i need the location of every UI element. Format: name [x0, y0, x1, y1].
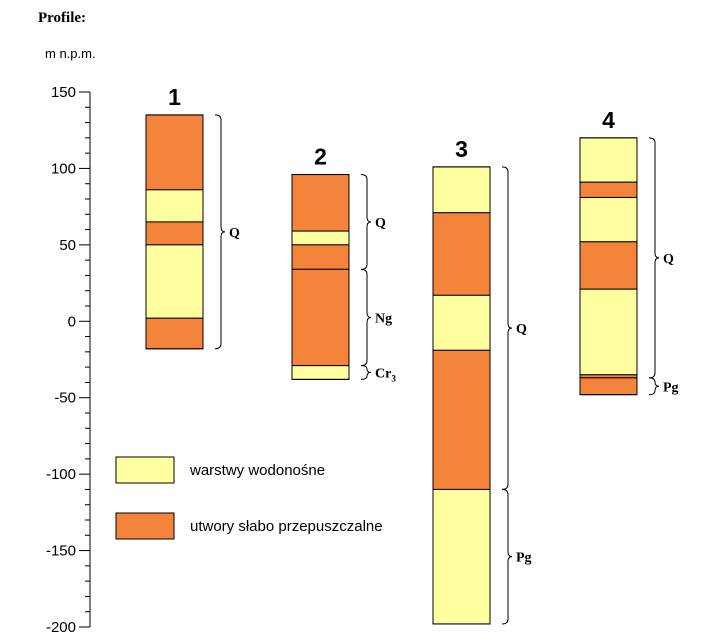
aquifer-layer — [579, 288, 638, 376]
aquitard-layer — [432, 349, 491, 490]
diagram-title: Profile: — [38, 10, 86, 26]
stratum-label: Q — [516, 322, 527, 337]
aquitard-layer — [579, 181, 638, 198]
legend: warstwy wodonośne utwory słabo przepuszcz… — [115, 456, 383, 540]
aquifer-layer — [432, 294, 491, 351]
profile-outline — [579, 137, 638, 396]
aquitard-layer — [291, 268, 350, 367]
aquitard-layer — [432, 212, 491, 296]
aquifer-layer — [291, 230, 350, 246]
legend-item-aquitard: utwory słabo przepuszczalne — [115, 512, 383, 540]
stratum-brace — [360, 174, 372, 270]
profile-1: 1Q — [145, 84, 240, 350]
stratum-label: Pg — [516, 551, 532, 566]
aquitard-layer — [291, 174, 350, 232]
profile-2: 2 Q Ng Cr3 — [291, 144, 396, 383]
axis-tick-label: -150 — [46, 543, 76, 560]
stratum-brace — [501, 166, 513, 490]
stratum-subscript: 3 — [391, 373, 396, 383]
aquitard-layer — [145, 221, 204, 246]
legend-item-aquifer: warstwy wodonośne — [115, 456, 325, 484]
stratum-label: Q — [229, 226, 240, 241]
stratum-label: Q — [663, 252, 674, 267]
elevation-axis: 150 100 50 0 -50 -100 -150 -200 — [46, 84, 91, 636]
aquifer-layer — [145, 189, 204, 223]
stratum-brace — [501, 488, 513, 625]
aquifer-layer — [432, 488, 491, 625]
stratum-brace — [648, 137, 660, 379]
legend-label: utwory słabo przepuszczalne — [190, 518, 383, 535]
profile-outline — [432, 166, 491, 625]
legend-swatch — [115, 512, 175, 540]
aquifer-layer — [579, 137, 638, 183]
stratum-label: Ng — [375, 311, 392, 326]
axis-tick-label: 100 — [51, 160, 76, 177]
stratum-label: Pg — [663, 380, 679, 395]
aquifer-layer — [579, 196, 638, 243]
profile-4: 4 Q Pg — [579, 107, 679, 396]
profile-number: 4 — [602, 107, 615, 133]
legend-label: warstwy wodonośne — [189, 462, 325, 479]
axis-unit-label: m n.p.m. — [45, 46, 96, 61]
aquifer-layer — [291, 365, 350, 380]
profile-outline — [145, 114, 204, 350]
stratum-brace — [360, 365, 372, 380]
stratum-brace — [360, 268, 372, 367]
aquifer-layer — [145, 244, 204, 319]
profile-outline — [291, 174, 350, 380]
axis-tick-label: 150 — [51, 84, 76, 101]
aquifer-layer — [432, 166, 491, 214]
stratum-brace — [648, 377, 660, 396]
axis-tick-label: -200 — [46, 619, 76, 636]
aquitard-layer — [145, 114, 204, 191]
axis-tick-label: 50 — [59, 237, 76, 254]
profile-3: 3 Q Pg — [432, 136, 532, 625]
stratum-label: Q — [375, 216, 386, 231]
axis-tick-label: -100 — [46, 466, 76, 483]
aquitard-layer — [579, 377, 638, 396]
stratum-label: Cr3 — [375, 366, 396, 383]
profile-number: 3 — [455, 136, 468, 162]
aquitard-layer — [579, 241, 638, 290]
profile-number: 1 — [168, 84, 181, 110]
legend-swatch — [115, 456, 175, 484]
axis-tick-label: -50 — [54, 390, 76, 407]
axis-tick-label: 0 — [68, 313, 76, 330]
stratum-brace — [214, 114, 226, 350]
profile-number: 2 — [314, 144, 327, 170]
aquitard-layer — [291, 244, 350, 270]
aquitard-layer — [145, 317, 204, 350]
